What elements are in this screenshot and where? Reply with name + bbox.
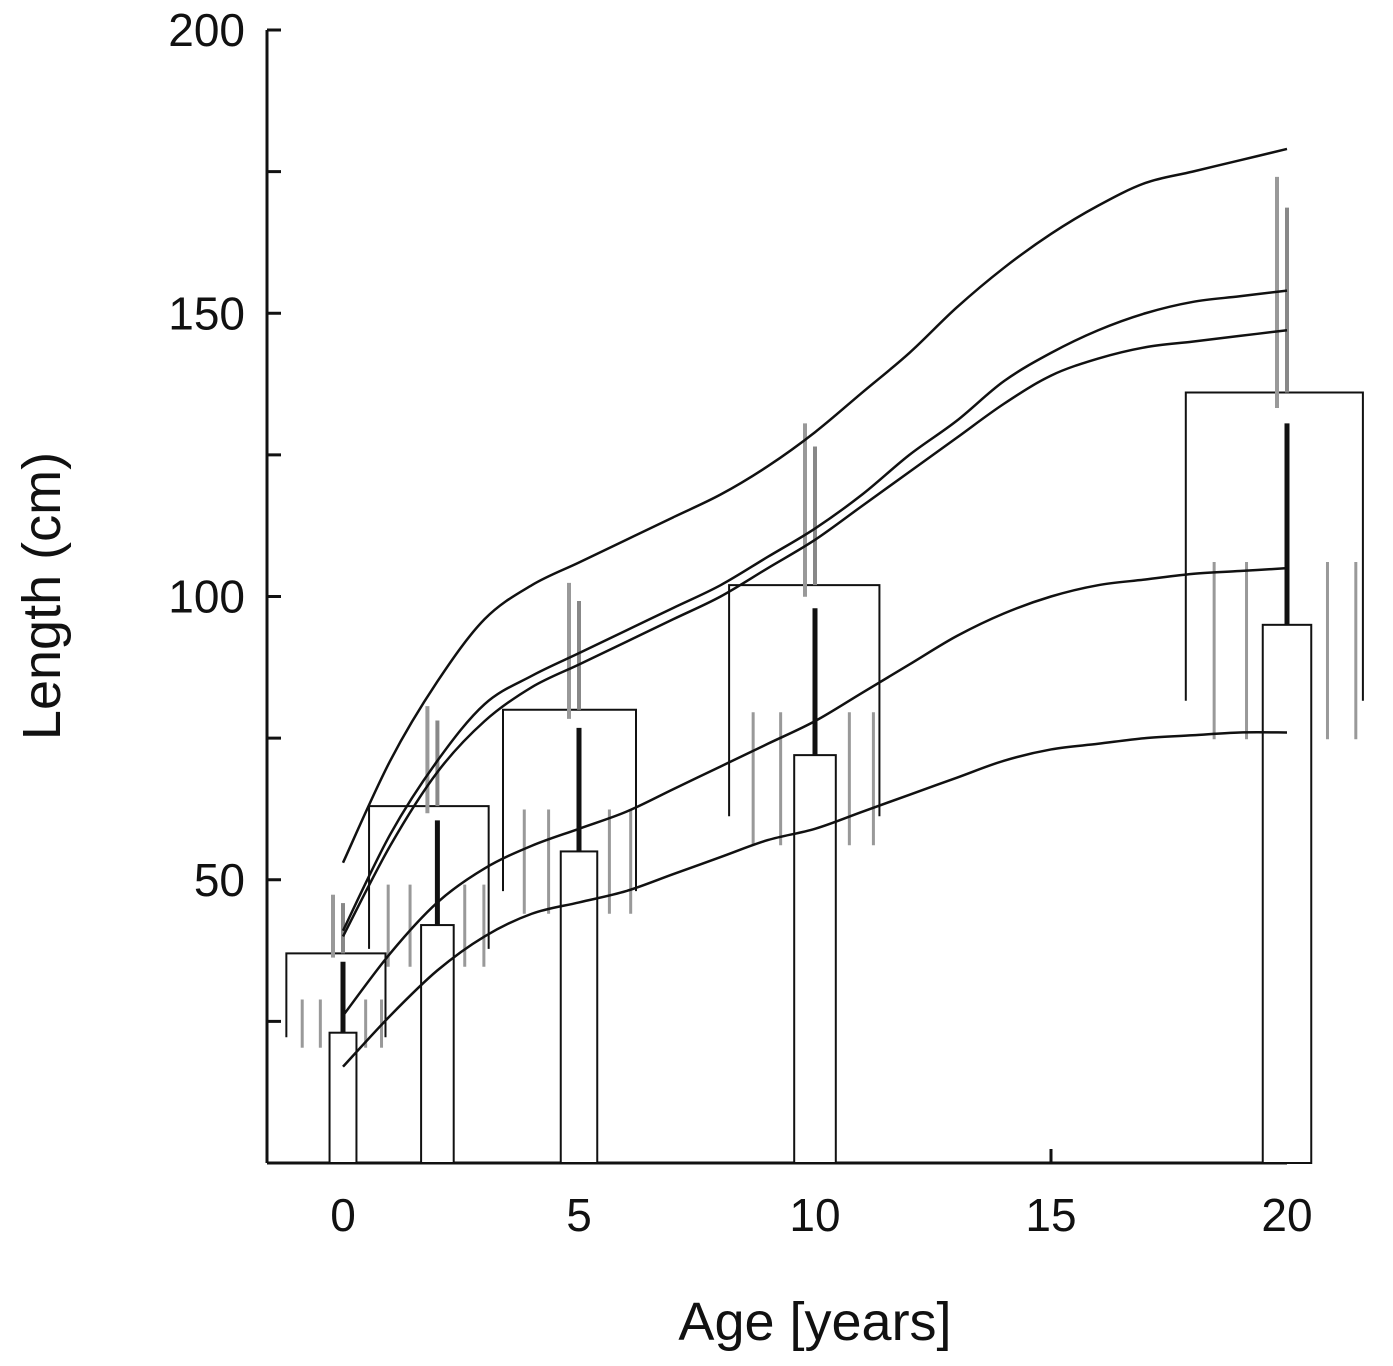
tree-trunk	[1261, 623, 1313, 1164]
y-tick-label: 200	[168, 4, 245, 56]
tree-canopy	[285, 952, 387, 1038]
y-tick-label: 150	[168, 287, 245, 339]
tree-trunk	[420, 924, 455, 1164]
tree-marker	[368, 706, 490, 1164]
tree-marker	[1184, 176, 1364, 1164]
tree-canopy	[1184, 391, 1364, 701]
tree-marker	[285, 894, 387, 1164]
x-axis-title: Age [years]	[678, 1292, 951, 1352]
x-tick-label: 20	[1261, 1189, 1312, 1241]
growth-curve-2	[341, 289, 1288, 932]
tree-markers	[285, 176, 1364, 1164]
growth-curve-5	[342, 731, 1288, 1068]
growth-curve-1	[341, 147, 1288, 864]
y-axis-title: Length (cm)	[12, 452, 72, 740]
y-tick-label: 50	[194, 854, 245, 906]
tree-trunk	[793, 754, 837, 1164]
tree-trunk	[559, 850, 599, 1164]
y-tick-label: 100	[168, 571, 245, 623]
axes	[265, 28, 1289, 1165]
growth-curve-3	[341, 329, 1288, 937]
growth-curves	[341, 147, 1288, 1068]
growth-curve-4	[342, 566, 1288, 1017]
tree-trunk	[328, 1031, 358, 1164]
tick-labels: 50 100 150 200 0 5 10 15 20	[168, 4, 1312, 1241]
x-tick-label: 0	[330, 1189, 356, 1241]
x-tick-label: 10	[789, 1189, 840, 1241]
x-tick-label: 5	[566, 1189, 592, 1241]
x-tick-label: 15	[1025, 1189, 1076, 1241]
